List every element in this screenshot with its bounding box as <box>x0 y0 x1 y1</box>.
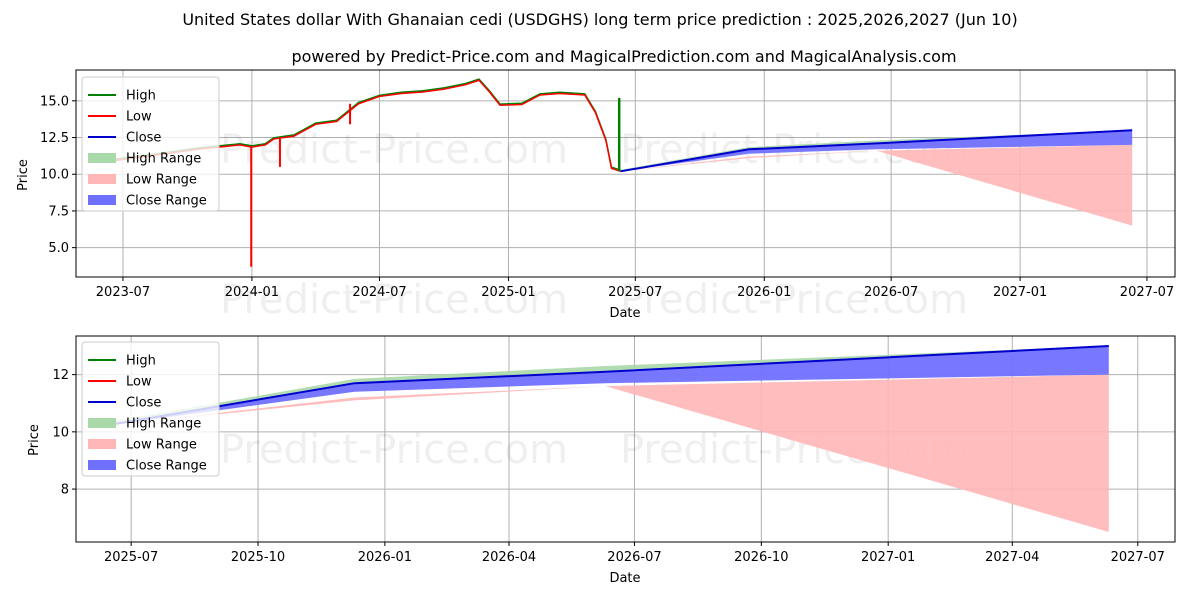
legend-high-label: High <box>126 89 156 104</box>
low-price-line <box>111 79 621 173</box>
top-y-axis-label: Price <box>16 159 31 191</box>
watermark-text: Predict-Price.com <box>620 277 968 323</box>
legend-high-range-swatch <box>88 153 116 163</box>
watermark-text: Predict-Price.com <box>220 427 568 473</box>
x-tick-label: 2025-07 <box>104 550 158 565</box>
x-tick-label: 2026-04 <box>482 550 536 565</box>
x-tick-label: 2024-07 <box>352 285 406 300</box>
legend-close-range-label: Close Range <box>126 194 207 209</box>
y-tick-label: 10.0 <box>40 168 69 183</box>
x-tick-label: 2025-07 <box>608 285 662 300</box>
top-series <box>111 78 1133 267</box>
y-tick-label: 10 <box>52 425 69 440</box>
legend-high-range-label: High Range <box>126 152 201 167</box>
close-range-band <box>102 346 1109 427</box>
legend-close-label: Close <box>126 131 161 146</box>
legend-low-label: Low <box>126 375 152 390</box>
y-tick-label: 5.0 <box>48 241 69 256</box>
x-tick-label: 2024-01 <box>225 285 279 300</box>
x-tick-label: 2027-01 <box>993 285 1047 300</box>
y-tick-label: 12 <box>52 368 69 383</box>
top-price-panel: Predict-Price.com Predict-Price.com Pred… <box>16 69 1176 323</box>
chart-title: United States dollar With Ghanaian cedi … <box>182 10 1017 29</box>
x-tick-label: 2027-07 <box>1120 285 1174 300</box>
top-plot-frame <box>75 69 1176 278</box>
high-price-line <box>111 78 621 171</box>
close-forecast-line <box>102 345 1109 428</box>
x-tick-label: 2027-04 <box>985 550 1039 565</box>
x-tick-label: 2025-10 <box>231 550 285 565</box>
bottom-forecast-panel: Predict-Price.com Predict-Price.com 2025… <box>27 335 1176 586</box>
x-tick-label: 2025-01 <box>481 285 535 300</box>
legend-close-range-swatch <box>88 460 116 470</box>
legend-low-label: Low <box>126 110 152 125</box>
top-legend: High Low Close High Range Low Range Close Ran… <box>81 76 220 212</box>
x-tick-label: 2026-01 <box>737 285 791 300</box>
bottom-legend: High Low Close High Range Low Range Close Ran… <box>81 341 220 477</box>
watermark-text: Predict-Price.com <box>220 277 568 323</box>
legend-box <box>81 76 220 212</box>
y-tick-label: 15.0 <box>40 94 69 109</box>
chart-subtitle: powered by Predict-Price.com and Magical… <box>291 47 956 66</box>
y-tick-label: 12.5 <box>40 131 69 146</box>
x-tick-label: 2027-01 <box>861 550 915 565</box>
x-tick-label: 2026-07 <box>607 550 661 565</box>
legend-low-range-swatch <box>88 174 116 184</box>
watermark-text: Predict-Price.com <box>220 127 568 173</box>
legend-high-range-label: High Range <box>126 417 201 432</box>
close-range-band <box>620 130 1133 172</box>
legend-low-range-swatch <box>88 439 116 449</box>
legend-box <box>81 341 220 477</box>
legend-low-range-label: Low Range <box>126 438 197 453</box>
x-tick-label: 2023-07 <box>96 285 150 300</box>
bottom-plot-frame <box>75 335 1176 543</box>
y-tick-label: 7.5 <box>48 204 69 219</box>
legend-low-range-label: Low Range <box>126 173 197 188</box>
legend-close-label: Close <box>126 396 161 411</box>
legend-close-range-swatch <box>88 195 116 205</box>
bottom-x-axis-label: Date <box>609 571 640 586</box>
x-tick-label: 2027-07 <box>1111 550 1165 565</box>
x-tick-label: 2026-10 <box>734 550 788 565</box>
bottom-y-axis-label: Price <box>27 424 42 456</box>
legend-high-label: High <box>126 354 156 369</box>
close-forecast-line <box>620 129 1133 173</box>
top-x-axis-label: Date <box>609 306 640 321</box>
low-range-band <box>102 374 1109 532</box>
low-range-band <box>620 144 1133 226</box>
bottom-axis-ticks: 2025-07 2025-10 2026-01 2026-04 2026-07 2026-… <box>52 368 1164 565</box>
x-tick-label: 2026-07 <box>864 285 918 300</box>
x-tick-label: 2026-01 <box>358 550 412 565</box>
top-watermarks: Predict-Price.com Predict-Price.com Pred… <box>220 127 968 323</box>
top-axis-ticks: 2023-07 2024-01 2024-07 2025-01 2025-07 2026-… <box>40 94 1174 300</box>
bottom-series <box>102 345 1109 532</box>
legend-high-range-swatch <box>88 418 116 428</box>
legend-close-range-label: Close Range <box>126 459 207 474</box>
y-tick-label: 8 <box>61 483 69 498</box>
